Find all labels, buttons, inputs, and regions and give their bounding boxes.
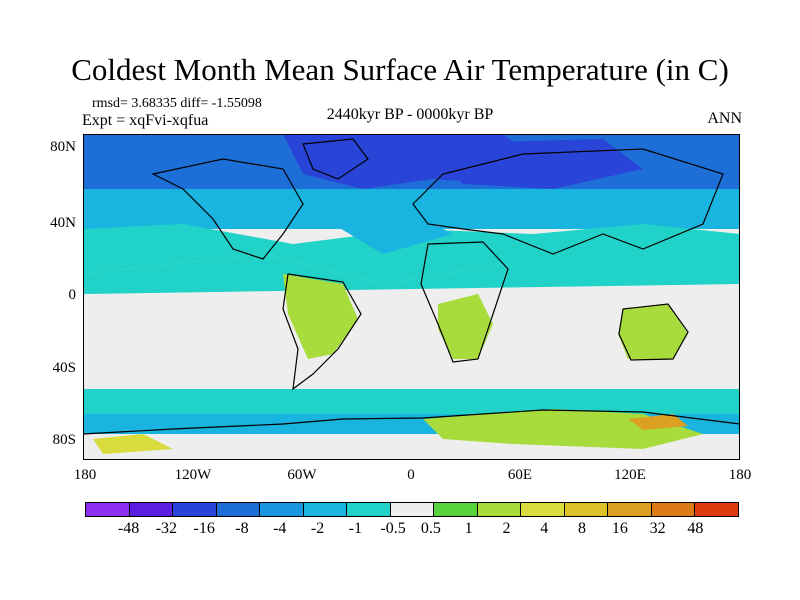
colorbar-label: 16 <box>611 520 628 537</box>
colorbar-swatch <box>434 503 478 516</box>
coastline-antarctica <box>83 409 740 435</box>
colorbar-swatch <box>303 503 348 516</box>
lat-label-equator: 0 <box>68 287 77 303</box>
experiment-label: Expt = xqFvi-xqfua <box>82 112 209 129</box>
colorbar-label: 0.5 <box>420 520 441 537</box>
anomaly-map <box>83 134 740 460</box>
colorbar-label: -2 <box>310 520 325 537</box>
colorbar-label: -48 <box>117 520 140 537</box>
colorbar-label: 48 <box>687 520 704 537</box>
colorbar-swatch <box>608 503 652 516</box>
colorbar-swatch <box>477 503 522 516</box>
map-panel <box>83 134 740 460</box>
colorbar-label: -1 <box>348 520 362 537</box>
australia-anomaly <box>618 304 688 359</box>
colorbar-label: -0.5 <box>380 520 406 537</box>
lon-label-120w: 120W <box>174 467 212 483</box>
antarctica-anomaly-yellow <box>93 434 173 454</box>
colorbar-label: -16 <box>193 520 215 537</box>
colorbar-swatch <box>260 503 304 516</box>
lon-label-180e: 180 <box>728 467 752 483</box>
coastline-australia <box>618 303 689 361</box>
lat-label-40s: 40S <box>52 360 76 376</box>
colorbar-swatch <box>347 503 391 516</box>
coastline-africa <box>420 241 509 363</box>
south-america-anomaly <box>283 274 358 359</box>
lon-label-120e: 120E <box>614 467 646 483</box>
subtropics-cyan-zone <box>83 254 740 294</box>
lon-label-60w: 60W <box>287 467 317 483</box>
colorbar-label: -8 <box>235 520 249 537</box>
coastline-eurasia <box>412 148 724 255</box>
coastline-north-america <box>151 158 304 260</box>
lat-label-40n: 40N <box>50 215 76 231</box>
colorbar-label: -4 <box>273 520 287 537</box>
north-atlantic-anomaly <box>333 214 453 254</box>
coastlines <box>83 138 740 435</box>
colorbar-swatch <box>216 503 261 516</box>
coastline-south-america <box>282 273 362 391</box>
colorbar <box>85 502 739 517</box>
lon-label-0: 0 <box>407 467 415 483</box>
colorbar-label: 4 <box>540 520 549 537</box>
colorbar-label: 32 <box>649 520 666 537</box>
colorbar-swatch <box>173 503 217 516</box>
stats-text: rmsd= 3.68335 diff= -1.55098 <box>92 96 262 111</box>
colorbar-label: 8 <box>578 520 587 537</box>
colorbar-swatch <box>695 503 738 516</box>
colorbar-label: 1 <box>464 520 473 537</box>
season-label: ANN <box>707 110 742 127</box>
africa-anomaly <box>438 294 493 359</box>
map-title: Coldest Month Mean Surface Air Temperatu… <box>71 52 729 87</box>
coastline-greenland <box>302 138 369 180</box>
colorbar-swatch <box>651 503 696 516</box>
lon-label-180w: 180 <box>73 467 97 483</box>
colorbar-swatch <box>129 503 174 516</box>
lat-label-80s: 80S <box>52 432 76 448</box>
colorbar-swatch <box>564 503 609 516</box>
lat-label-80n: 80N <box>50 139 76 155</box>
colorbar-label: 2 <box>502 520 511 537</box>
colorbar-swatch <box>86 503 130 516</box>
period-label: 2440kyr BP - 0000kyr BP <box>326 106 494 123</box>
colorbar-label: -32 <box>155 520 178 537</box>
antarctica-anomaly-orange <box>628 414 688 430</box>
lon-label-60e: 60E <box>507 467 533 483</box>
colorbar-swatch <box>390 503 435 516</box>
map-frame <box>83 134 740 460</box>
colorbar-swatch <box>521 503 565 516</box>
